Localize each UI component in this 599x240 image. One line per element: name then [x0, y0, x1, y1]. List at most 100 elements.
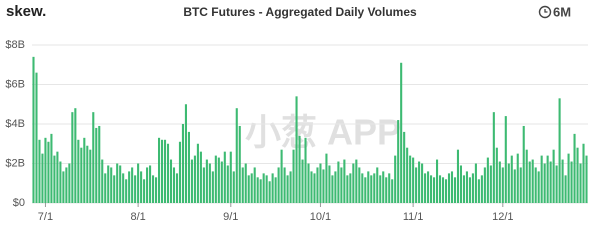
- y-tick-label: $2B: [5, 157, 25, 169]
- bar: [146, 167, 149, 203]
- bar: [310, 171, 313, 203]
- bar: [35, 72, 38, 204]
- range-label[interactable]: 6M: [553, 4, 571, 19]
- bar: [528, 161, 531, 203]
- bar: [169, 159, 173, 203]
- bar: [119, 165, 122, 203]
- bar: [450, 171, 454, 203]
- bar: [555, 165, 558, 203]
- bar: [397, 120, 400, 203]
- bar: [516, 153, 519, 203]
- bar: [444, 179, 448, 203]
- bar: [364, 177, 367, 203]
- bar: [543, 163, 546, 203]
- bar: [391, 179, 394, 203]
- bar: [271, 173, 274, 203]
- bar: [155, 177, 158, 203]
- bar: [415, 167, 418, 203]
- bar: [232, 171, 235, 203]
- bar: [53, 155, 56, 203]
- bar: [430, 175, 433, 203]
- bar: [110, 167, 113, 203]
- bar: [152, 175, 155, 203]
- bar: [498, 161, 501, 203]
- bar: [247, 175, 250, 203]
- bar: [172, 167, 176, 203]
- bar: [241, 167, 244, 203]
- range-button[interactable]: 6M: [538, 4, 572, 19]
- bar: [125, 179, 128, 203]
- bar: [211, 171, 214, 203]
- bar: [433, 177, 436, 203]
- bar: [564, 175, 567, 203]
- bar: [229, 151, 232, 203]
- bar: [352, 163, 355, 203]
- bar: [244, 163, 247, 203]
- bar: [166, 143, 170, 203]
- bar: [307, 163, 310, 203]
- y-tick-label: $4B: [5, 118, 25, 130]
- bar: [223, 151, 226, 203]
- bar: [134, 175, 137, 203]
- bar: [175, 173, 179, 203]
- bar: [238, 125, 241, 203]
- bar: [220, 161, 223, 203]
- bar: [573, 133, 576, 203]
- x-tick-label: 8/1: [130, 211, 145, 223]
- bar: [561, 159, 564, 203]
- bar: [265, 175, 268, 203]
- x-tick-label: 12/1: [492, 211, 513, 223]
- watermark: 小葱 APP: [245, 112, 401, 153]
- bar: [355, 159, 358, 203]
- bar: [495, 147, 498, 203]
- bar: [501, 167, 504, 203]
- bar: [582, 143, 585, 203]
- y-tick-label: $6B: [5, 78, 25, 90]
- bar: [406, 147, 409, 203]
- y-tick-label: $8B: [5, 39, 25, 51]
- bar: [295, 96, 298, 203]
- bar: [388, 173, 391, 203]
- bar: [447, 173, 451, 203]
- bar: [214, 155, 217, 203]
- bar: [86, 145, 89, 203]
- logo: skew.: [6, 3, 46, 20]
- bar: [456, 149, 460, 203]
- bar: [163, 139, 167, 203]
- bar: [358, 167, 361, 203]
- x-tick-label: 10/1: [310, 211, 331, 223]
- bar: [280, 149, 283, 203]
- bar: [421, 163, 424, 203]
- bar: [50, 133, 53, 203]
- bar: [349, 173, 352, 203]
- bar: [576, 147, 579, 203]
- bar: [412, 157, 415, 203]
- bar: [298, 135, 301, 203]
- bar: [409, 155, 412, 203]
- bar: [337, 161, 340, 203]
- bar: [56, 151, 59, 203]
- bar: [403, 131, 406, 203]
- bar: [540, 155, 543, 203]
- bar: [74, 108, 77, 203]
- bar: [65, 167, 68, 203]
- bar: [62, 171, 65, 203]
- bar: [492, 112, 495, 203]
- bar: [196, 143, 199, 203]
- bar: [277, 167, 280, 203]
- bar: [435, 159, 439, 203]
- bar: [143, 179, 146, 203]
- bar: [256, 177, 259, 203]
- bar: [292, 149, 295, 203]
- bar: [552, 149, 555, 203]
- bar: [474, 163, 477, 203]
- bar: [534, 167, 537, 203]
- bar: [379, 175, 382, 203]
- bar: [325, 153, 328, 203]
- bar: [253, 167, 256, 203]
- bar: [80, 147, 83, 203]
- bar: [394, 155, 397, 203]
- bar: [438, 175, 442, 203]
- bar: [382, 171, 385, 203]
- bar: [340, 167, 343, 203]
